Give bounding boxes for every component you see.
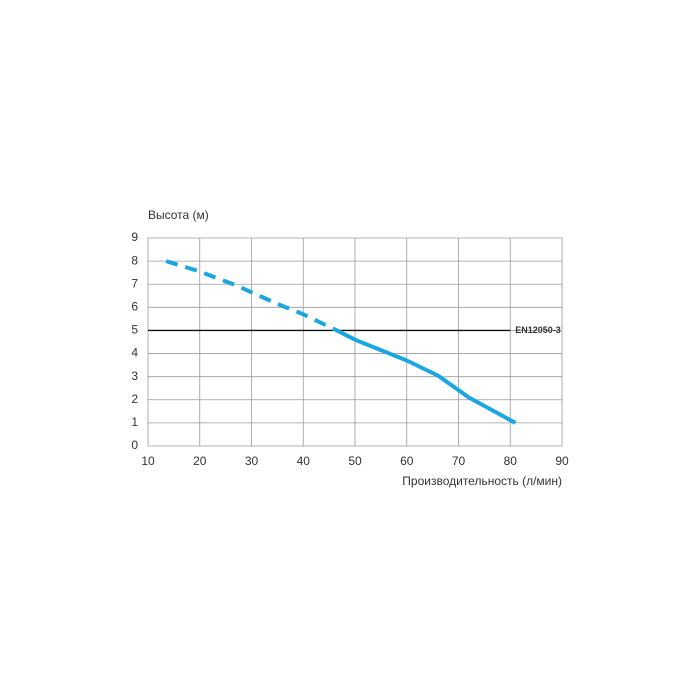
y-tick-label: 7 (131, 276, 138, 290)
series-line (335, 328, 517, 425)
y-tick-label: 5 (131, 323, 138, 337)
x-tick-label: 60 (400, 454, 414, 468)
series-line (165, 259, 338, 333)
y-tick-label: 0 (131, 438, 138, 452)
x-tick-label: 10 (141, 454, 155, 468)
x-tick-label: 90 (555, 454, 569, 468)
x-tick-label: 50 (348, 454, 362, 468)
x-tick-label: 40 (297, 454, 311, 468)
x-tick-label: 80 (504, 454, 518, 468)
y-tick-label: 8 (131, 253, 138, 267)
y-tick-label: 6 (131, 300, 138, 314)
reference-label: EN12050-3 (515, 325, 561, 335)
y-tick-label: 3 (131, 369, 138, 383)
y-tick-label: 4 (131, 346, 138, 360)
x-tick-label: 70 (452, 454, 466, 468)
x-tick-label: 20 (193, 454, 207, 468)
x-tick-label: 30 (245, 454, 259, 468)
y-tick-label: 1 (131, 415, 138, 429)
y-tick-label: 2 (131, 392, 138, 406)
x-axis-label: Производительность (л/мин) (402, 474, 562, 488)
y-tick-label: 9 (131, 230, 138, 244)
y-axis-label: Высота (м) (148, 208, 209, 222)
